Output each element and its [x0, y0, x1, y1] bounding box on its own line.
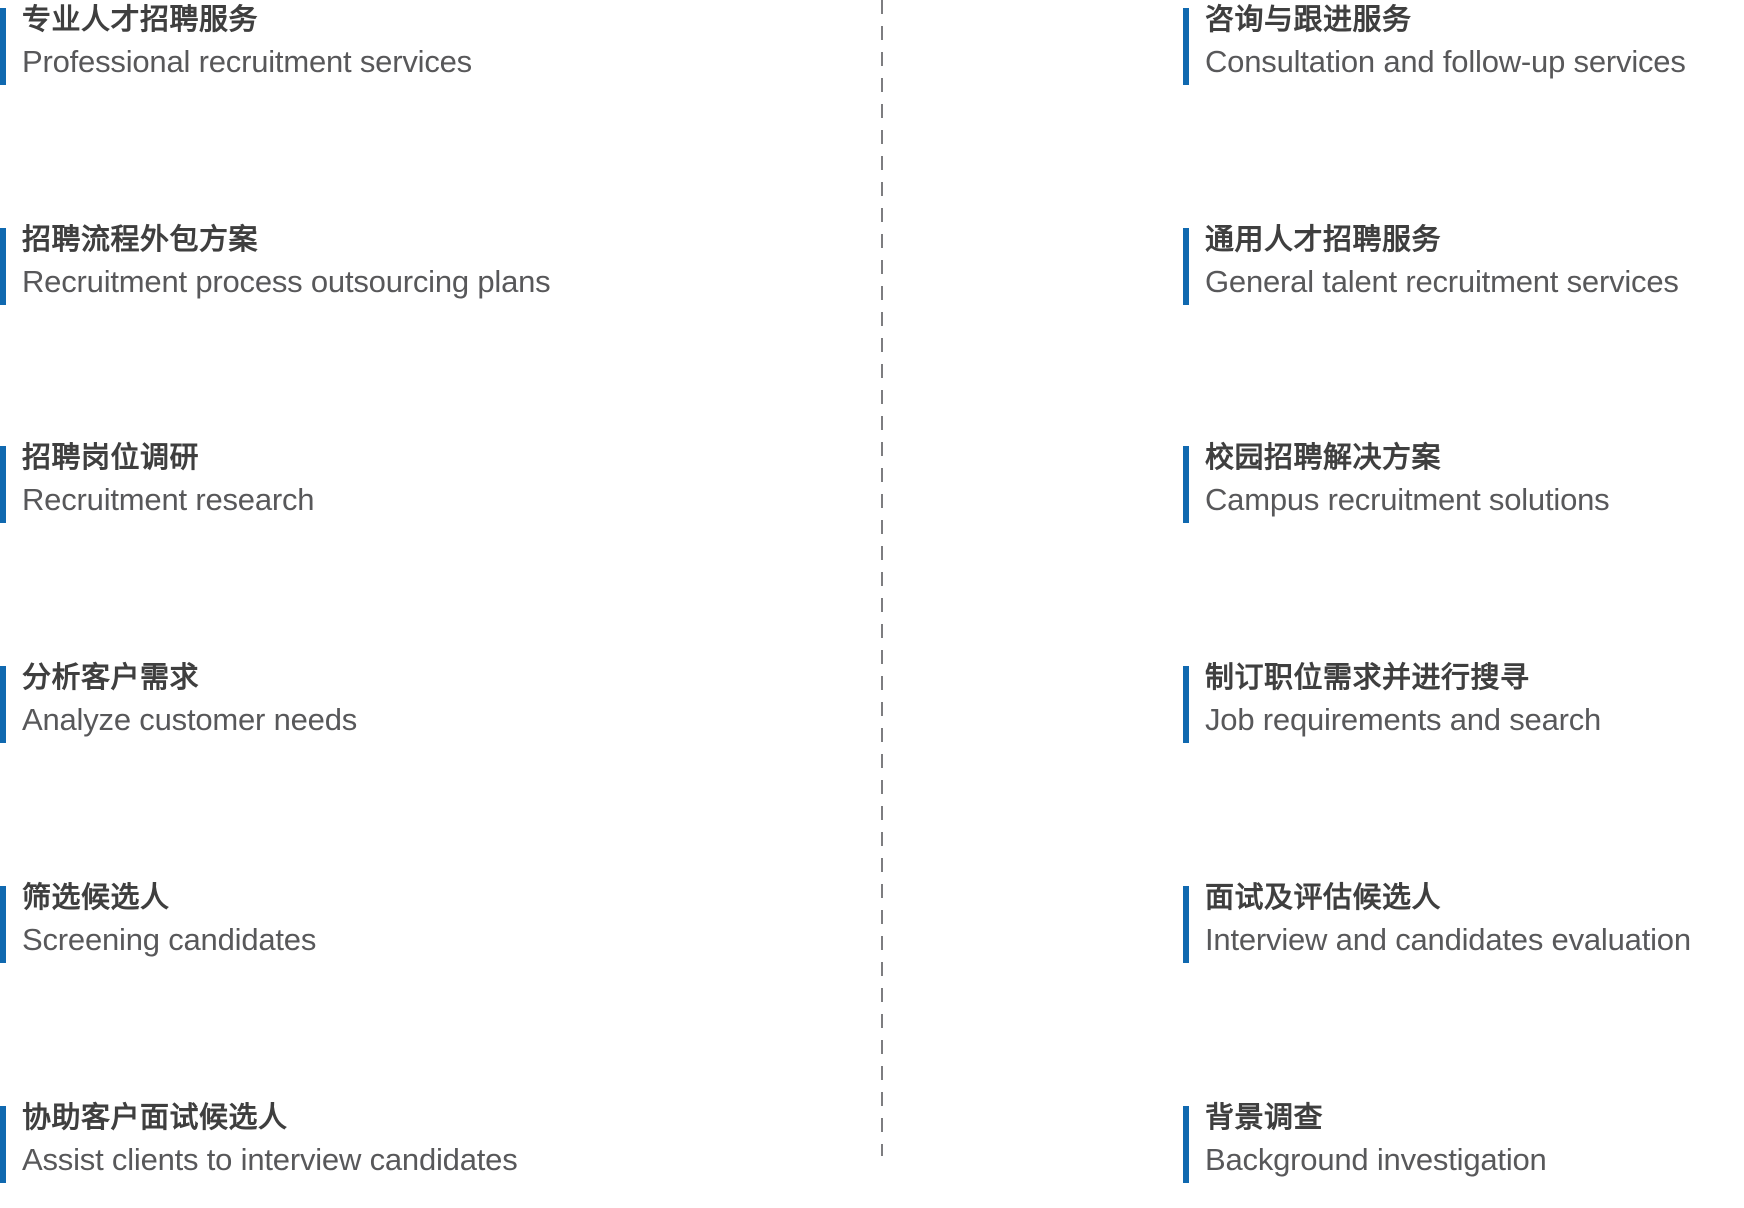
accent-bar-icon	[0, 886, 6, 963]
service-title-cn: 招聘岗位调研	[22, 442, 200, 474]
service-title-en: Assist clients to interview candidates	[22, 1142, 518, 1177]
service-title-cn: 协助客户面试候选人	[22, 1102, 288, 1134]
service-text: 招聘流程外包方案 Recruitment process outsourcing…	[22, 220, 551, 304]
service-title-cn: 面试及评估候选人	[1205, 882, 1442, 914]
service-title-en: General talent recruitment services	[1205, 264, 1679, 299]
service-text: 协助客户面试候选人 Assist clients to interview ca…	[22, 1098, 518, 1182]
service-title-cn: 背景调查	[1205, 1102, 1324, 1134]
accent-bar-icon	[0, 446, 6, 523]
accent-bar-icon	[1183, 1106, 1189, 1183]
service-title-en: Interview and candidates evaluation	[1205, 922, 1691, 957]
service-text: 通用人才招聘服务 General talent recruitment serv…	[1205, 220, 1679, 304]
service-text: 咨询与跟进服务 Consultation and follow-up servi…	[1205, 0, 1686, 84]
service-title-cn: 校园招聘解决方案	[1205, 442, 1442, 474]
accent-bar-icon	[0, 1106, 6, 1183]
service-title-cn: 专业人才招聘服务	[22, 4, 259, 36]
accent-bar-icon	[1183, 228, 1189, 305]
service-title-en: Background investigation	[1205, 1142, 1547, 1177]
service-title-en: Professional recruitment services	[22, 44, 472, 79]
service-title-en: Screening candidates	[22, 922, 317, 957]
service-title-en: Analyze customer needs	[22, 702, 358, 737]
service-text: 制订职位需求并进行搜寻 Job requirements and search	[1205, 658, 1601, 742]
service-title-en: Campus recruitment solutions	[1205, 482, 1610, 517]
service-text: 专业人才招聘服务 Professional recruitment servic…	[22, 0, 472, 84]
accent-bar-icon	[1183, 8, 1189, 85]
service-text: 背景调查 Background investigation	[1205, 1098, 1547, 1182]
service-title-cn: 制订职位需求并进行搜寻	[1205, 662, 1530, 694]
service-text: 面试及评估候选人 Interview and candidates evalua…	[1205, 878, 1691, 962]
service-title-cn: 筛选候选人	[22, 882, 170, 914]
accent-bar-icon	[0, 8, 6, 85]
accent-bar-icon	[0, 228, 6, 305]
service-title-en: Recruitment research	[22, 482, 315, 517]
service-title-cn: 招聘流程外包方案	[22, 224, 259, 256]
service-title-cn: 咨询与跟进服务	[1205, 4, 1412, 36]
accent-bar-icon	[1183, 666, 1189, 743]
service-text: 分析客户需求 Analyze customer needs	[22, 658, 357, 742]
service-title-en: Consultation and follow-up services	[1205, 44, 1686, 79]
service-text: 筛选候选人 Screening candidates	[22, 878, 316, 962]
service-title-en: Job requirements and search	[1205, 702, 1602, 737]
accent-bar-icon	[0, 666, 6, 743]
service-text: 招聘岗位调研 Recruitment research	[22, 438, 315, 522]
service-title-cn: 分析客户需求	[22, 662, 200, 694]
service-title-cn: 通用人才招聘服务	[1205, 224, 1442, 256]
service-text: 校园招聘解决方案 Campus recruitment solutions	[1205, 438, 1610, 522]
column-divider	[881, 0, 883, 1156]
accent-bar-icon	[1183, 446, 1189, 523]
accent-bar-icon	[1183, 886, 1189, 963]
service-title-en: Recruitment process outsourcing plans	[22, 264, 551, 299]
